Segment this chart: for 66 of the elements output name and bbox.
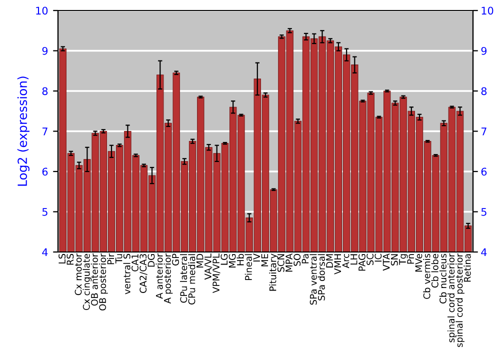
y-tick-label: 5 <box>42 208 48 216</box>
x-tick-label: Tu <box>115 254 122 264</box>
x-tick-label: DG <box>148 254 155 267</box>
y-tick-label: 4 <box>42 248 48 256</box>
x-tick-label: VMH <box>334 254 341 274</box>
x-tick-label: spinal cord posterior <box>456 253 464 348</box>
x-tick-label: IC <box>374 254 382 262</box>
x-tick-label: ventral S <box>123 254 130 294</box>
x-tick-label: SN <box>390 254 398 266</box>
x-tick-label: GP <box>172 254 179 266</box>
x-tick-label: VTA <box>382 253 390 271</box>
x-tick-label: Tg <box>399 254 408 265</box>
x-tick-label: CPu lateral <box>180 254 188 303</box>
x-tick-label: SCN <box>277 254 284 272</box>
x-tick-label: PAG <box>358 254 366 271</box>
x-tick-label: Cb lobe <box>431 254 438 288</box>
y2-tick-label: 4 <box>481 248 487 256</box>
x-tick-label: Pn <box>407 254 414 264</box>
y2-tick-label: 8 <box>481 87 487 96</box>
y2-tick-label: 9 <box>481 46 487 55</box>
x-tick-label: OB posterior <box>98 253 108 310</box>
x-tick-label: Pituitary <box>269 254 278 291</box>
x-tick-label: VA/VL <box>204 253 212 280</box>
x-tick-label: LH <box>350 254 358 264</box>
x-tick-label: MVe <box>415 254 422 272</box>
x-tick-label: SPa ventral <box>310 254 317 305</box>
x-tick-label: OB anterior <box>90 253 98 306</box>
x-tick-label: LS <box>58 254 66 264</box>
x-tick-label: MD <box>196 254 204 268</box>
y-tick-label: 6 <box>42 168 48 176</box>
x-tick-label: IV <box>253 253 260 262</box>
x-tick-label: spinal cord anterior <box>447 253 456 342</box>
x-tick-label: Pineal <box>244 254 252 280</box>
x-tick-label: SC <box>366 254 374 266</box>
x-tick-label: Hb <box>236 254 244 266</box>
x-tick-label: Pa <box>302 254 309 264</box>
y-tick-label: 8 <box>42 87 48 96</box>
y-tick-label: 9 <box>42 46 48 55</box>
y-tick-label: 7 <box>42 128 48 136</box>
x-tick-label: ME <box>261 254 268 266</box>
x-tick-label: A posterior <box>164 253 173 304</box>
y2-tick-label: 5 <box>481 208 486 216</box>
x-tick-label: MPA <box>286 253 292 272</box>
x-tick-label: SO <box>294 254 301 266</box>
y-axis-title: Log2 (expression) <box>17 76 30 186</box>
x-tick-label: A anterior <box>156 253 163 299</box>
x-tick-label: CA2/CA3 <box>140 254 148 293</box>
x-tick-label: RS <box>66 254 74 265</box>
x-tick-label: Pir <box>107 253 114 264</box>
x-tick-label: Cb vermis <box>423 254 430 299</box>
x-tick-label: MG <box>228 254 236 268</box>
y2-tick-label: 6 <box>481 168 487 176</box>
x-tick-label: Retina <box>464 254 471 282</box>
y2-tick-label: 7 <box>481 128 486 136</box>
x-tick-label: VPM/VPL <box>212 253 220 294</box>
x-tick-label: Cx motor <box>74 253 82 296</box>
x-tick-label: Arc <box>342 254 350 268</box>
x-tick-label: Cb nucleus <box>439 254 446 304</box>
x-tick-label: SPa dorsal <box>318 254 325 300</box>
x-tick-label: LG <box>220 254 228 265</box>
y2-tick-label: 10 <box>482 6 494 15</box>
y-tick-label: 10 <box>36 6 48 15</box>
x-tick-label: CPu medial <box>188 254 196 304</box>
x-tick-label: DM <box>326 254 333 268</box>
x-tick-label: CA1 <box>132 254 138 272</box>
x-tick-label: Cx cingulate <box>82 254 92 310</box>
